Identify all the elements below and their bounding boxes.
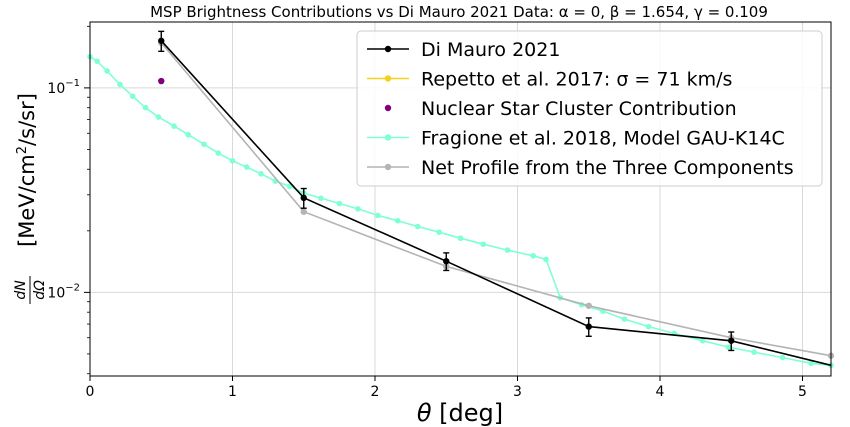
data-point	[543, 256, 549, 263]
legend-entry: Net Profile from the Three Components	[367, 157, 794, 179]
legend-label: Net Profile from the Three Components	[421, 157, 794, 179]
series-line	[160, 40, 832, 367]
legend-entry: Fragione et al. 2018, Model GAU-K14C	[367, 128, 785, 150]
data-point	[355, 206, 361, 212]
data-point	[158, 37, 165, 44]
series-line	[160, 42, 832, 357]
data-point	[300, 194, 307, 202]
data-point	[336, 200, 343, 207]
x-tick-label: 3	[513, 384, 522, 400]
legend-box	[356, 30, 823, 187]
x-tick-label: 5	[798, 384, 807, 400]
chart-title: MSP Brightness Contributions vs Di Mauro…	[150, 3, 768, 21]
legend: Di Mauro 2021 Repetto et al. 2017: σ = 71…	[356, 30, 823, 187]
data-point	[436, 229, 442, 235]
x-tick-label: 1	[228, 384, 237, 400]
data-point	[117, 81, 123, 88]
data-point	[480, 241, 487, 248]
y-label-units: [MeV/cm2/s/sr]	[15, 93, 39, 247]
y-label-denominator: dΩ	[32, 280, 48, 300]
series-0	[158, 30, 832, 367]
legend-label: Fragione et al. 2018, Model GAU-K14C	[421, 128, 785, 150]
data-point	[171, 123, 177, 129]
data-point	[585, 323, 592, 330]
data-point	[243, 164, 250, 170]
data-point	[300, 208, 307, 215]
y-label-fraction: dN dΩ	[13, 276, 48, 304]
data-point	[215, 150, 222, 156]
data-point	[142, 104, 149, 111]
x-tick-label: 0	[86, 384, 95, 400]
data-point	[699, 337, 706, 344]
data-point	[375, 212, 381, 219]
legend-swatch-marker	[384, 104, 392, 112]
x-tick-label: 2	[371, 384, 380, 400]
series-layer	[87, 30, 835, 369]
data-point	[318, 195, 324, 201]
legend-swatch-marker	[384, 163, 392, 171]
data-point	[94, 58, 100, 65]
data-point	[286, 183, 293, 190]
data-point	[158, 77, 165, 85]
legend-swatch-marker	[384, 45, 392, 53]
data-point	[779, 354, 786, 361]
axes: 0 1 2 3 4 5 10−1 10−2	[47, 21, 832, 400]
legend-label: Nuclear Star Cluster Contribution	[421, 98, 737, 120]
data-point	[414, 223, 421, 230]
x-axis-label: θ [deg]	[417, 399, 503, 427]
y-tick-label: 10−1	[47, 78, 80, 97]
data-point	[185, 131, 192, 138]
y-tick-label: 10−2	[47, 282, 80, 301]
legend-label: Repetto et al. 2017: σ = 71 km/s	[421, 69, 732, 91]
data-point	[104, 68, 110, 74]
legend-swatch-marker	[384, 134, 392, 141]
data-point	[725, 344, 732, 350]
y-axis-label: dN dΩ [MeV/cm2/s/sr]	[13, 93, 48, 304]
legend-entry: Repetto et al. 2017: σ = 71 km/s	[367, 69, 732, 91]
data-point	[621, 316, 628, 322]
data-point	[457, 235, 464, 242]
data-point	[201, 141, 207, 148]
legend-entry: Di Mauro 2021	[367, 39, 560, 61]
data-point	[808, 360, 814, 367]
data-point	[443, 258, 450, 265]
data-point	[728, 337, 735, 344]
y-label-numerator: dN	[13, 280, 29, 300]
data-point	[258, 171, 264, 177]
data-point	[229, 157, 236, 164]
x-tick-label: 4	[656, 384, 665, 400]
data-point	[129, 93, 136, 100]
legend-swatch-marker	[384, 75, 392, 82]
data-point	[751, 349, 757, 355]
data-point	[645, 323, 652, 330]
data-point	[504, 247, 511, 253]
data-point	[585, 302, 592, 309]
legend-label: Di Mauro 2021	[421, 39, 560, 61]
data-point	[395, 217, 401, 224]
data-point	[530, 252, 536, 259]
plot-frame	[89, 21, 832, 377]
data-point	[155, 114, 162, 120]
series-2	[158, 77, 165, 85]
legend-entry: Nuclear Star Cluster Contribution	[384, 98, 737, 120]
